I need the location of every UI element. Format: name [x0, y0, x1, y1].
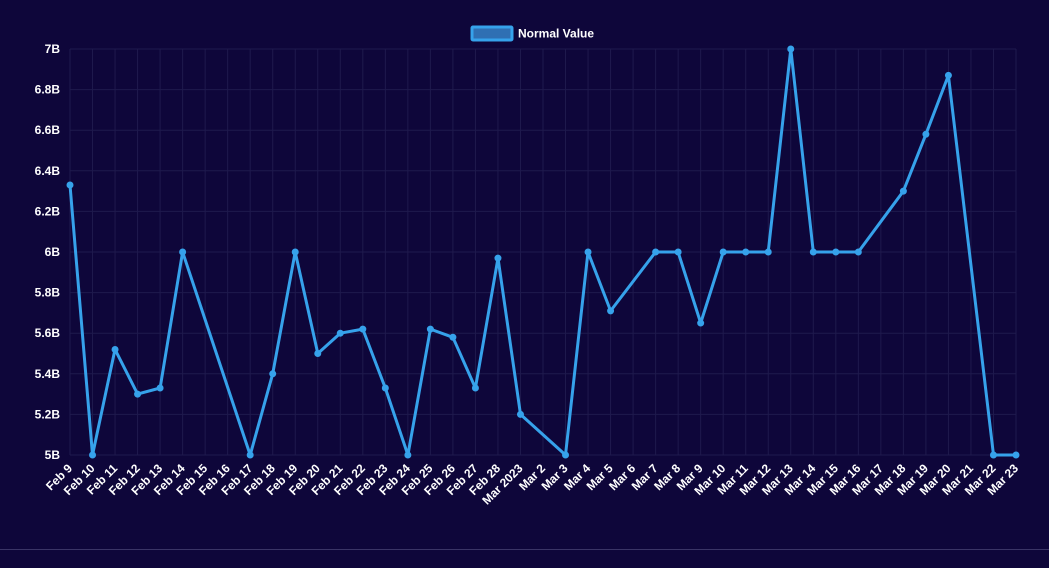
data-point: [742, 248, 750, 256]
data-point: [134, 390, 142, 398]
data-point: [652, 248, 660, 256]
data-point: [516, 410, 524, 418]
data-point: [449, 333, 457, 341]
data-point: [336, 329, 344, 337]
data-point: [674, 248, 682, 256]
y-tick-label: 5B: [45, 448, 61, 462]
data-point: [1012, 451, 1020, 459]
y-tick-label: 5.2B: [35, 407, 61, 421]
y-tick-label: 7B: [45, 42, 61, 56]
data-point: [404, 451, 412, 459]
data-point: [944, 71, 952, 79]
data-point: [269, 370, 277, 378]
data-point: [854, 248, 862, 256]
data-point: [314, 350, 322, 357]
data-point: [832, 248, 840, 256]
data-point: [562, 451, 570, 459]
data-point: [156, 384, 164, 392]
data-point: [426, 325, 434, 333]
y-tick-label: 6.6B: [35, 123, 61, 137]
series-normal-value: [66, 45, 1020, 459]
data-point: [787, 45, 795, 53]
data-point: [291, 248, 299, 256]
grid: [69, 48, 1017, 456]
data-point: [111, 345, 119, 353]
y-axis: 5B 5.2B 5.4B 5.6B 5.8B 6B 6.2B 6.4B 6.6B 6.8B 7B: [35, 42, 61, 462]
data-point: [66, 181, 74, 189]
data-point: [607, 307, 615, 315]
legend-label[interactable]: Normal Value: [518, 27, 594, 41]
data-point: [809, 248, 817, 256]
y-tick-label: 6.8B: [35, 83, 61, 97]
data-point: [179, 248, 187, 256]
data-point: [719, 248, 727, 256]
data-point: [584, 248, 592, 256]
data-point: [697, 319, 705, 327]
legend[interactable]: Normal Value: [470, 25, 594, 42]
data-point: [494, 254, 502, 262]
divider: [0, 549, 1049, 550]
legend-swatch[interactable]: [470, 25, 514, 42]
y-tick-label: 6B: [45, 245, 61, 259]
y-tick-label: 5.6B: [35, 326, 61, 340]
y-tick-label: 5.8B: [35, 286, 61, 300]
data-point: [989, 451, 997, 459]
data-point: [381, 384, 389, 392]
data-point: [359, 325, 367, 333]
y-tick-label: 6.4B: [35, 164, 61, 178]
data-point: [471, 384, 479, 392]
data-point: [246, 451, 254, 459]
data-point: [899, 187, 907, 195]
y-tick-label: 6.2B: [35, 204, 61, 218]
y-tick-label: 5.4B: [35, 367, 61, 381]
data-point: [922, 130, 930, 138]
data-point: [764, 248, 772, 256]
data-point: [89, 451, 97, 459]
